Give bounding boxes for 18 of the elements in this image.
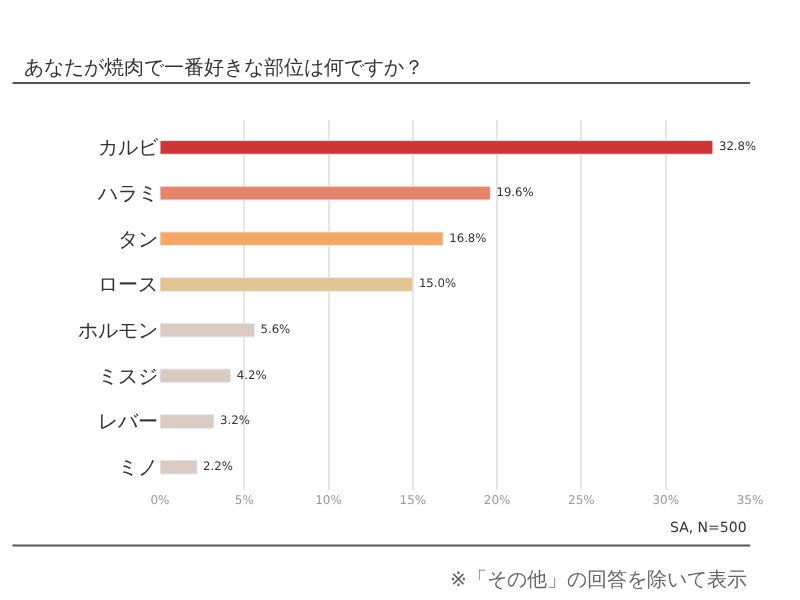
y-tick-label: ホルモン [78,321,158,344]
y-tick-label: ミノ [118,458,158,481]
bar [160,277,414,292]
y-tick-label: タン [118,229,158,252]
bar [160,322,255,338]
y-tick-label: ロース [98,275,158,298]
bar [160,185,491,201]
chart-title: あなたが焼肉で一番好きな部位は何ですか？ [24,56,424,80]
bar [160,414,215,429]
bar [160,368,232,384]
text: ※「その他」の回答を除いて表示 [450,568,747,592]
y-tick-label: ハラミ [96,184,158,207]
bar [160,140,714,155]
bar [160,459,198,475]
bar [160,231,444,247]
y-tick-label: レバー [98,412,158,435]
y-tick-label: ミスジ [98,366,158,389]
y-tick-label: カルビ [98,138,160,161]
